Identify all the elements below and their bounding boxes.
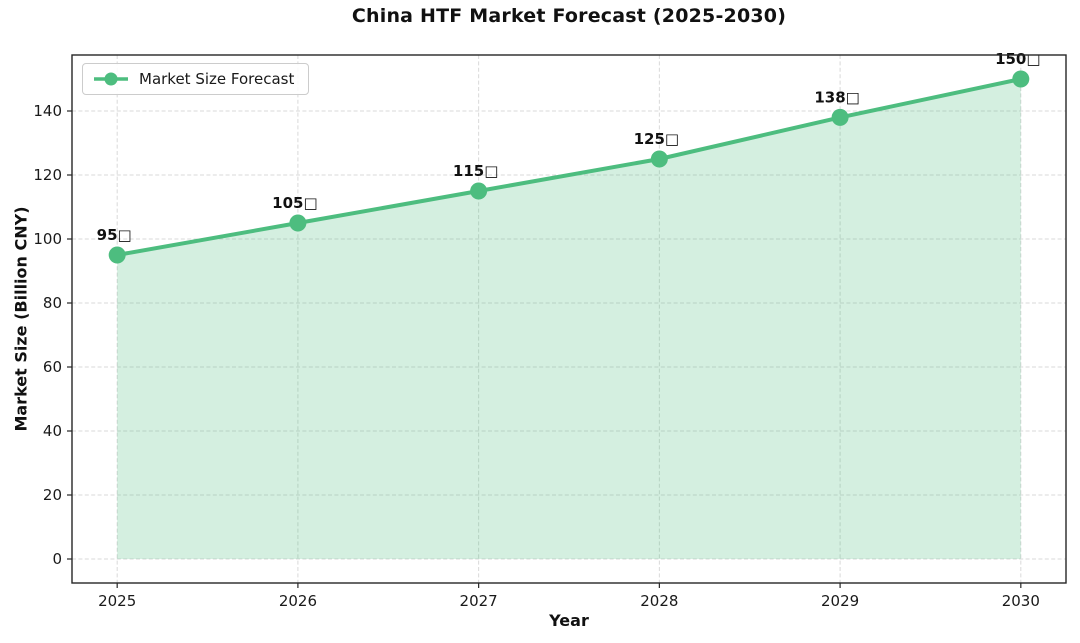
data-point-label: 138□ xyxy=(814,88,859,106)
y-tick-label: 80 xyxy=(43,294,62,312)
y-tick-label: 140 xyxy=(33,102,62,120)
y-tick-label: 40 xyxy=(43,422,62,440)
x-tick-label: 2029 xyxy=(821,592,859,610)
plot-border xyxy=(71,54,1067,584)
y-tick-label: 60 xyxy=(43,358,62,376)
x-tick-label: 2028 xyxy=(640,592,678,610)
forecast-line xyxy=(115,77,1023,257)
chart-title: China HTF Market Forecast (2025-2030) xyxy=(351,5,787,27)
data-point-marker xyxy=(1012,70,1030,88)
data-point-marker xyxy=(650,150,668,168)
x-axis-label: Year xyxy=(549,611,589,630)
data-point-label: 125□ xyxy=(634,130,679,148)
x-tick-label: 2030 xyxy=(1002,592,1040,610)
y-tick-label: 100 xyxy=(33,230,62,248)
legend: Market Size Forecast xyxy=(82,63,310,95)
y-axis-label: Market Size (Billion CNY) xyxy=(11,206,31,432)
data-point-marker xyxy=(831,108,849,126)
x-tick-label: 2025 xyxy=(98,592,136,610)
data-point-marker xyxy=(289,214,307,232)
x-tick-label: 2027 xyxy=(460,592,498,610)
y-tick-label: 0 xyxy=(52,550,62,568)
legend-line-marker-icon xyxy=(94,72,128,86)
legend-label: Market Size Forecast xyxy=(139,70,295,88)
data-point-label: 115□ xyxy=(453,162,498,180)
data-point-marker xyxy=(108,246,126,264)
y-tick-label: 20 xyxy=(43,486,62,504)
y-tick-label: 120 xyxy=(33,166,62,184)
x-tick-label: 2026 xyxy=(279,592,317,610)
data-point-marker xyxy=(470,182,488,200)
area-fill xyxy=(117,79,1021,559)
data-point-label: 150□ xyxy=(995,50,1040,68)
data-point-label: 95□ xyxy=(97,226,132,244)
data-point-label: 105□ xyxy=(272,194,317,212)
